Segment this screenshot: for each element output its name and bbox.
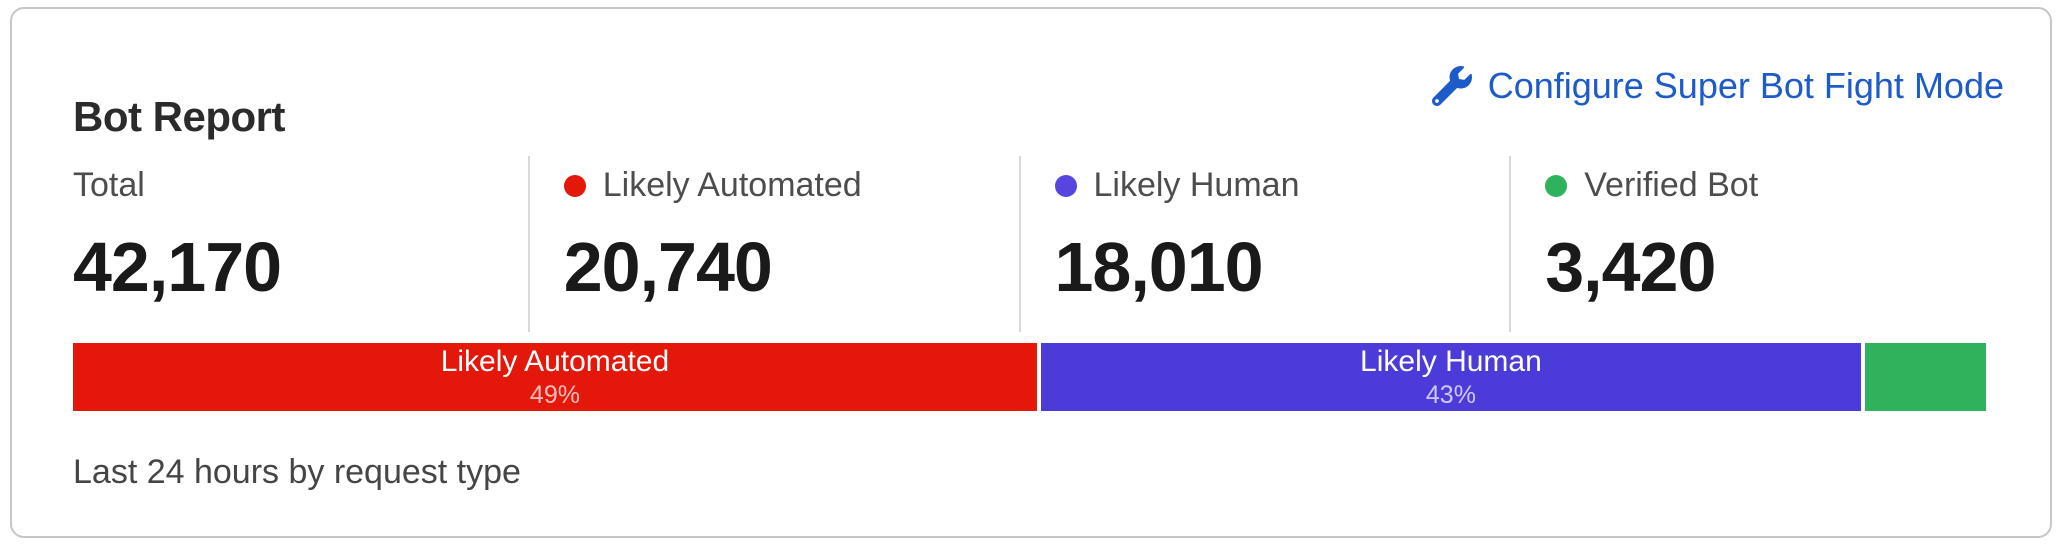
stat-likely-automated-value: 20,740 — [563, 228, 773, 306]
time-range-caption: Last 24 hours by request type — [73, 453, 521, 491]
bar-segment-likely-human-pct: 43% — [1425, 381, 1476, 409]
likely-human-dot-icon — [1054, 174, 1077, 197]
bar-segment-likely-human-label: Likely Human — [1360, 345, 1542, 378]
stat-verified-bot-value: 3,420 — [1545, 228, 1716, 306]
stat-verified-bot-label-row: Verified Bot — [1545, 166, 2000, 205]
bot-report-card: Bot Report Configure Super Bot Fight Mod… — [10, 7, 2052, 538]
stat-likely-human: Likely Human 18,010 — [1018, 156, 1510, 332]
bar-segment-verified-bot — [1864, 343, 1986, 411]
verified-bot-dot-icon — [1545, 174, 1568, 197]
stat-verified-bot-label: Verified Bot — [1584, 166, 1759, 204]
stat-likely-automated: Likely Automated 20,740 — [527, 156, 1019, 332]
stat-total-label: Total — [73, 166, 145, 204]
request-type-stacked-bar: Likely Automated 49% Likely Human 43% — [73, 343, 1986, 411]
stat-total-value: 42,170 — [73, 228, 282, 306]
bar-segment-likely-automated-label: Likely Automated — [440, 345, 670, 378]
stat-likely-human-value: 18,010 — [1054, 228, 1264, 306]
stat-total: Total 42,170 — [73, 156, 528, 332]
stat-likely-automated-label: Likely Automated — [602, 166, 862, 204]
stat-likely-automated-label-row: Likely Automated — [563, 166, 1019, 205]
wrench-icon — [1431, 66, 1472, 107]
stat-verified-bot: Verified Bot 3,420 — [1509, 156, 2000, 332]
bar-segment-likely-automated: Likely Automated 49% — [73, 343, 1037, 411]
stat-likely-human-label-row: Likely Human — [1054, 166, 1510, 205]
bar-segment-likely-human: Likely Human 43% — [1040, 343, 1861, 411]
likely-automated-dot-icon — [563, 174, 586, 197]
bar-segment-likely-automated-pct: 49% — [529, 381, 580, 409]
stat-likely-human-label: Likely Human — [1093, 166, 1300, 204]
configure-super-bot-fight-mode-link[interactable]: Configure Super Bot Fight Mode — [1431, 65, 2004, 107]
stat-total-label-row: Total — [73, 166, 528, 205]
stats-row: Total 42,170 Likely Automated 20,740 Lik… — [73, 156, 2000, 332]
configure-link-label: Configure Super Bot Fight Mode — [1487, 65, 2004, 106]
page-title: Bot Report — [73, 93, 285, 140]
